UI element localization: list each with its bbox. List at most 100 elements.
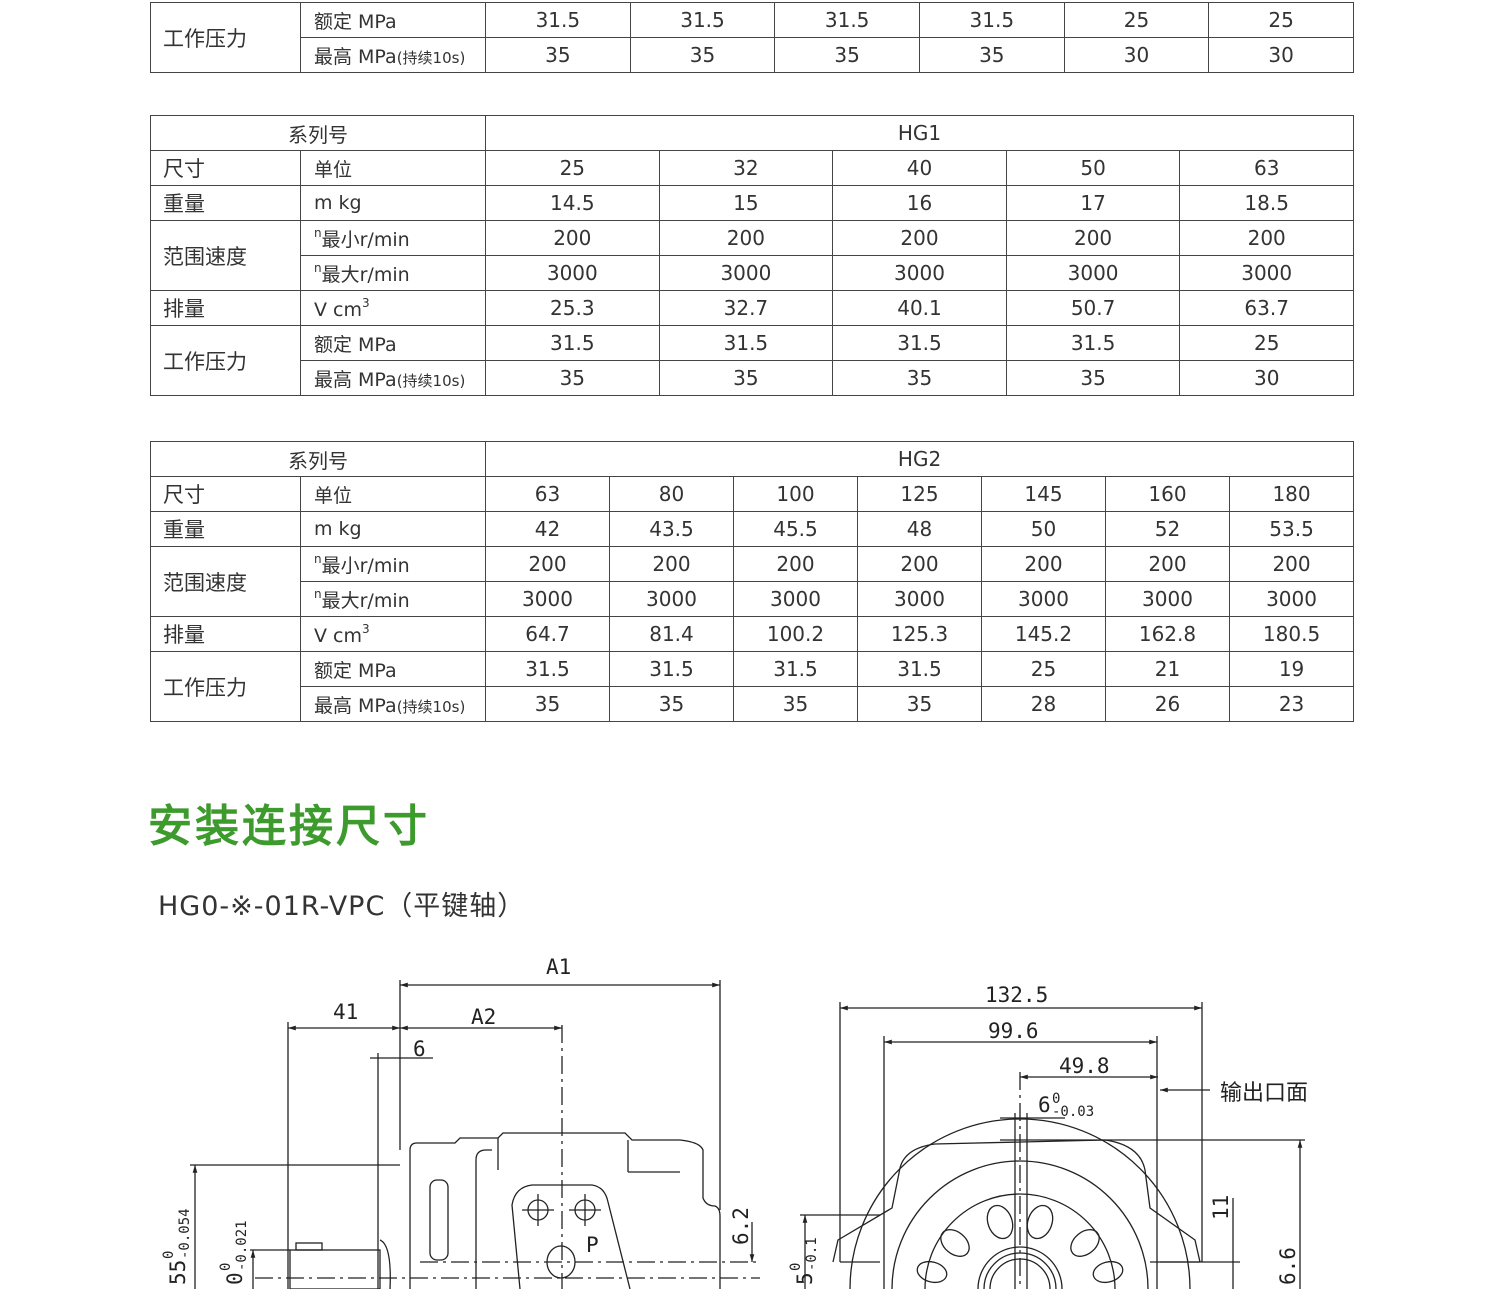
unit-text: 最高 MPa [314, 694, 397, 717]
dimension-drawing: A1 41 A2 6 P 6.2 55 0 -0.054 0 0 -0.021 [161, 955, 1308, 1289]
unit-prefix: n [314, 225, 322, 240]
svg-text:-0.1: -0.1 [804, 1237, 820, 1271]
value-cell: 35 [857, 686, 982, 722]
value-cell: 40.1 [832, 290, 1007, 326]
value-cell: 21 [1105, 651, 1230, 687]
row-label: 工作压力 [150, 651, 301, 722]
svg-text:55: 55 [166, 1260, 190, 1285]
unit-text: V cm [314, 298, 362, 321]
value-cell: 81.4 [609, 616, 734, 652]
value-cell: 45.5 [733, 511, 858, 547]
value-cell: 25 [485, 150, 660, 186]
row-label: 排量 [150, 290, 301, 326]
row-label: 排量 [150, 616, 301, 652]
value-cell: 35 [774, 37, 920, 73]
svg-text:5: 5 [793, 1272, 817, 1285]
svg-text:0: 0 [218, 1263, 234, 1271]
row-label: 尺寸 [150, 476, 301, 512]
value-cell: 26 [1105, 686, 1230, 722]
value-cell: 31.5 [658, 325, 834, 361]
value-cell: 3000 [1228, 581, 1355, 617]
unit-cell: 额定 MPa [300, 325, 486, 361]
value-cell: 31.5 [733, 651, 858, 687]
unit-cell: m kg [300, 511, 486, 547]
pump-front-outline [832, 1139, 1201, 1263]
value-cell: 3000 [485, 255, 660, 291]
value-cell: 3000 [1005, 255, 1181, 291]
value-cell: 200 [485, 220, 660, 256]
value-cell: 180.5 [1228, 616, 1355, 652]
table-row: 尺寸 单位 25 32 40 50 63 [150, 150, 1355, 186]
unit-text: 额定 MPa [314, 10, 397, 33]
value-cell: 32 [658, 150, 834, 186]
value-cell: 25 [1208, 2, 1354, 38]
unit-cell: n最大r/min [300, 255, 486, 291]
svg-text:-0.021: -0.021 [234, 1220, 250, 1271]
table-row: 工作压力 额定 MPa 31.5 31.5 31.5 31.5 25 [150, 325, 1355, 396]
unit-cell: 最高 MPa(持续10s) [300, 686, 486, 722]
unit-cell: m kg [300, 185, 486, 221]
value-cell: 25 [981, 651, 1106, 687]
value-cell: 3000 [1105, 581, 1230, 617]
value-cell: 200 [1179, 220, 1355, 256]
spec-table-hg2: 系列号 HG2 尺寸 单位 63 80 100 125 145 160 180 重量 m kg 42 43.… [150, 441, 1355, 722]
value-cell: 35 [658, 360, 834, 396]
value-cell: 31.5 [485, 2, 631, 38]
value-cell: 63 [485, 476, 610, 512]
svg-text:0: 0 [223, 1272, 247, 1285]
svg-text:6: 6 [1038, 1093, 1051, 1117]
value-cell: 50 [1005, 150, 1181, 186]
value-cell: 3000 [733, 581, 858, 617]
value-cell: 200 [981, 546, 1106, 582]
value-cell: 31.5 [485, 325, 660, 361]
value-cell: 18.5 [1179, 185, 1355, 221]
unit-text: 单位 [314, 484, 353, 507]
port-flange [511, 1184, 631, 1289]
unit-note: (持续10s) [396, 697, 466, 716]
value-cell: 50.7 [1005, 290, 1181, 326]
value-cell: 64.7 [485, 616, 610, 652]
value-cell: 17 [1005, 185, 1181, 221]
value-cell: 3000 [981, 581, 1106, 617]
unit-note: (持续10s) [396, 371, 466, 390]
table-header-row: 系列号 HG1 [150, 115, 1355, 151]
value-cell: 145 [981, 476, 1106, 512]
value-cell: 14.5 [485, 185, 660, 221]
section-title: 安装连接尺寸 [148, 801, 430, 852]
unit-cell: 最高 MPa(持续10s) [300, 37, 486, 73]
svg-text:0: 0 [788, 1263, 804, 1271]
value-cell: 30 [1063, 37, 1210, 73]
value-cell: 63.7 [1179, 290, 1355, 326]
value-cell: 3000 [485, 581, 610, 617]
unit-text: 额定 MPa [314, 333, 397, 356]
value-cell: 180 [1228, 476, 1355, 512]
value-cell: 48 [857, 511, 982, 547]
value-cell: 200 [485, 546, 610, 582]
unit-text: 额定 MPa [314, 659, 397, 682]
pump-body-outline [409, 1132, 721, 1289]
value-cell: 200 [857, 546, 982, 582]
value-cell: 200 [733, 546, 858, 582]
svg-text:P: P [586, 1233, 599, 1257]
value-cell: 35 [1005, 360, 1181, 396]
value-cell: 3000 [658, 255, 834, 291]
value-cell: 25.3 [485, 290, 660, 326]
value-cell: 35 [832, 360, 1007, 396]
shaft-bore [977, 1246, 1063, 1289]
unit-cell: 最高 MPa(持续10s) [300, 360, 486, 396]
value-cell: 31.5 [832, 325, 1007, 361]
value-cell: 100 [733, 476, 858, 512]
value-cell: 35 [485, 686, 610, 722]
unit-exponent: 3 [362, 621, 370, 636]
unit-exponent: 3 [362, 295, 370, 310]
value-cell: 80 [609, 476, 734, 512]
spec-table-continued: 工作压力 额定 MPa 31.5 31.5 31.5 31.5 25 25 最高 MPa(持续1… [150, 2, 1354, 73]
svg-text:41: 41 [333, 1000, 358, 1024]
table-row: 重量 m kg 42 43.5 45.5 48 50 52 53.5 [150, 511, 1355, 547]
value-cell: 35 [485, 360, 660, 396]
value-cell: 3000 [832, 255, 1007, 291]
shaft [289, 1249, 381, 1289]
unit-text: 最大r/min [321, 589, 410, 612]
unit-cell: 单位 [300, 150, 486, 186]
unit-cell: 单位 [300, 476, 486, 512]
